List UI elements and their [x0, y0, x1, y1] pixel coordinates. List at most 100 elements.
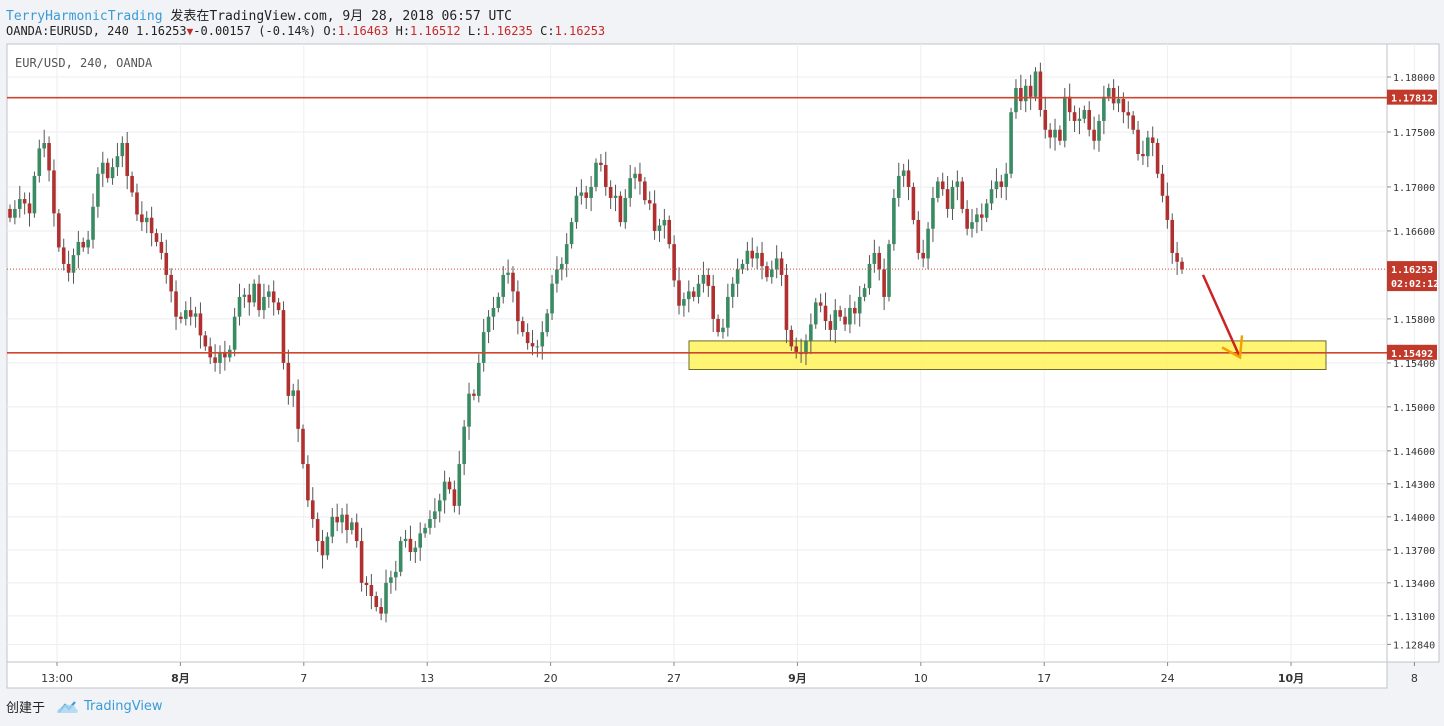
- candle-body: [579, 192, 584, 196]
- candle-body: [389, 577, 393, 583]
- candle-body: [310, 500, 315, 520]
- candle-body: [115, 156, 120, 168]
- candle-body: [267, 291, 271, 297]
- candle-body: [711, 285, 715, 319]
- candle-body: [188, 310, 193, 317]
- candle-body: [994, 181, 999, 190]
- candle-body: [838, 310, 842, 317]
- candle-body: [901, 170, 906, 176]
- candle-body: [730, 283, 735, 297]
- candle-body: [560, 263, 564, 270]
- x-tick-label: 27: [667, 672, 681, 685]
- candle-body: [633, 173, 637, 179]
- candle-body: [1014, 87, 1018, 113]
- candle-body: [262, 296, 266, 311]
- candle-body: [569, 222, 574, 245]
- candle-body: [603, 164, 608, 187]
- candle-body: [662, 219, 667, 226]
- time-axis-labels: 13:00 8月 7 13 20 27 9月 10 17 24 10月 8: [41, 662, 1418, 685]
- candle-body: [530, 343, 535, 347]
- candle-body: [359, 541, 364, 583]
- candle-body: [618, 195, 623, 223]
- x-tick-label: 7: [300, 672, 307, 685]
- candle-body: [149, 217, 154, 234]
- candle-body: [340, 514, 344, 523]
- candle-body: [1009, 112, 1013, 174]
- candle-body: [1165, 195, 1170, 220]
- candle-body: [306, 464, 310, 501]
- candle-body: [794, 346, 799, 352]
- candle-body: [477, 362, 481, 396]
- candle-body: [169, 274, 173, 292]
- candle-body: [237, 296, 242, 317]
- candle-body: [1067, 96, 1072, 113]
- candle-body: [1106, 87, 1111, 97]
- y-tick-label: 1.17500: [1393, 128, 1435, 139]
- candle-body: [657, 225, 662, 231]
- candle-body: [140, 214, 144, 223]
- author-link[interactable]: TerryHarmonicTrading: [6, 9, 163, 24]
- candle-body: [1141, 153, 1145, 157]
- candle-body: [164, 252, 169, 275]
- candle-body: [1053, 129, 1057, 138]
- candle-body: [916, 219, 921, 253]
- candle-body: [354, 522, 359, 542]
- candle-body: [393, 571, 398, 578]
- candle-body: [433, 511, 437, 520]
- candle-body: [130, 175, 134, 193]
- candle-body: [1116, 98, 1121, 104]
- close-label: C:: [540, 24, 555, 38]
- candle-body: [86, 239, 90, 248]
- high-value: 1.16512: [410, 24, 461, 38]
- candle-body: [1146, 137, 1150, 157]
- candle-body: [999, 181, 1004, 187]
- candle-body: [1160, 173, 1165, 196]
- candle-body: [66, 263, 71, 273]
- candle-body: [960, 181, 965, 209]
- candle-body: [1038, 71, 1043, 110]
- candle-body: [403, 538, 408, 542]
- candle-body: [330, 516, 335, 537]
- candle-body: [110, 167, 115, 179]
- candle-body: [628, 178, 632, 198]
- candle-body: [57, 213, 61, 248]
- candle-body: [574, 195, 579, 223]
- candle-body: [608, 186, 613, 198]
- time-axis[interactable]: [6, 661, 1388, 689]
- candle-body: [848, 307, 852, 325]
- candle-body: [374, 596, 379, 608]
- candle-body: [833, 310, 838, 330]
- candle-body: [882, 269, 886, 297]
- x-tick-label: 20: [544, 672, 558, 685]
- close-value: 1.16253: [554, 24, 606, 38]
- candle-body: [96, 173, 100, 207]
- candle-body: [1033, 71, 1038, 97]
- low-value: 1.16235: [482, 24, 533, 38]
- tradingview-brand[interactable]: TradingView: [55, 699, 163, 714]
- level-price-tag: [1387, 344, 1437, 360]
- x-tick-label: 8: [1411, 672, 1418, 685]
- candle-body: [42, 142, 46, 149]
- candle-body: [13, 208, 17, 218]
- candle-body: [462, 426, 466, 465]
- candle-body: [1023, 85, 1028, 102]
- candle-body: [452, 489, 457, 506]
- y-tick-label: 1.16600: [1393, 227, 1435, 238]
- candle-body: [765, 266, 769, 278]
- candle-body: [872, 252, 877, 264]
- last-price: 1.16253: [136, 24, 187, 38]
- candle-body: [716, 318, 720, 333]
- created-with-label: 创建于: [6, 701, 46, 716]
- level-price-tag: [1387, 89, 1437, 105]
- candle-body: [926, 228, 930, 259]
- candle-body: [428, 519, 432, 528]
- candle-body: [887, 244, 891, 297]
- candle-body: [1121, 98, 1126, 113]
- candle-body: [345, 514, 349, 531]
- candle-body: [540, 332, 545, 347]
- candle-body: [564, 244, 569, 264]
- candle-body: [52, 170, 56, 214]
- candle-body: [1082, 109, 1087, 119]
- candle-body: [486, 316, 491, 333]
